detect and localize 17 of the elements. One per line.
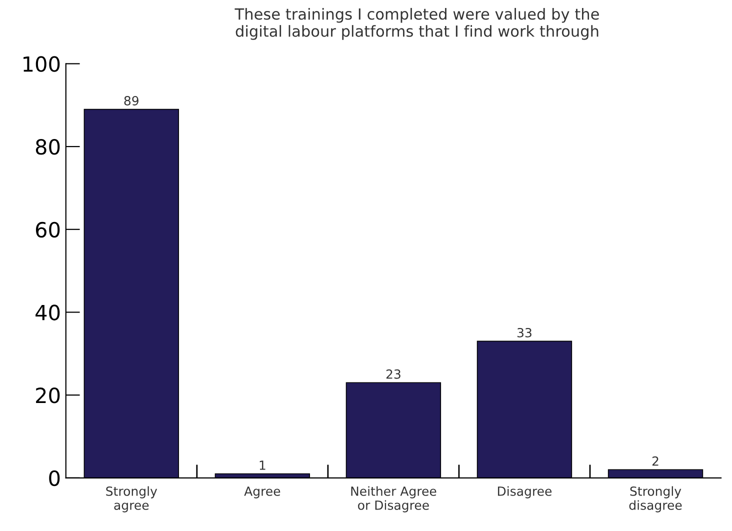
- chart-title: These trainings I completed were valued by the digital labour platforms that I find work through: [234, 8, 599, 40]
- y-tick-label: 100: [24, 56, 60, 72]
- data-label: 1: [260, 460, 266, 470]
- data-label: 2: [652, 456, 658, 466]
- y-tick-label: 80: [36, 139, 60, 155]
- y-tick-label: 60: [36, 222, 60, 238]
- x-tick-label: Strongly agree: [106, 486, 158, 512]
- data-label: 89: [124, 96, 138, 106]
- x-tick-label: Disagree: [498, 486, 552, 498]
- y-tick-label: 0: [49, 470, 60, 486]
- x-tick-label: Strongly disagree: [629, 486, 682, 512]
- x-tick-label: Agree: [244, 486, 280, 498]
- x-tick-label: Neither Agree or Disagree: [351, 486, 436, 512]
- y-tick-label: 20: [36, 388, 60, 404]
- data-label: 23: [386, 369, 400, 379]
- y-tick-label: 40: [36, 304, 60, 320]
- data-label: 33: [517, 328, 532, 338]
